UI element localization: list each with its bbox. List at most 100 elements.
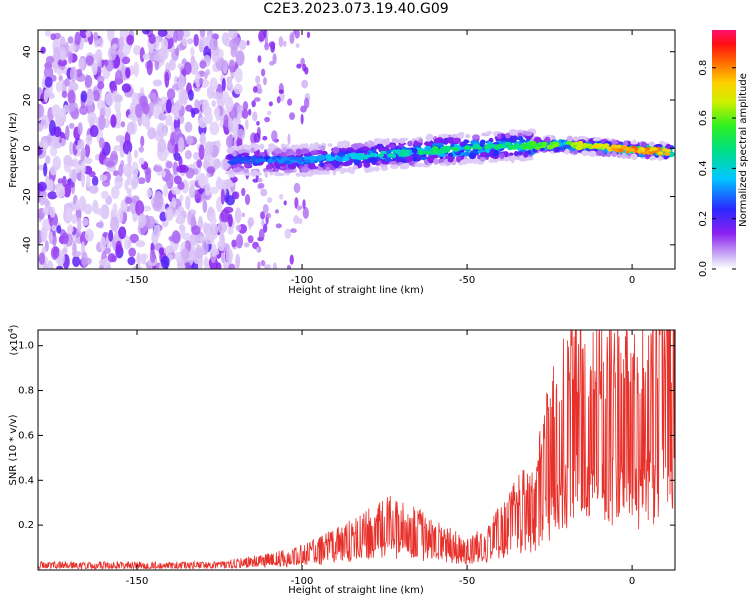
spectrogram-speckle	[264, 116, 271, 123]
spectrogram-speckle	[44, 30, 52, 37]
spectrogram-ridge-cell	[611, 151, 617, 158]
spectrogram-ridge-core	[372, 153, 378, 158]
snr-axes: -150 -100 -50 0 0.2 0.4 0.6 0.8 1.0	[18, 330, 675, 587]
spectrogram-ridge-core	[308, 155, 317, 161]
spectrogram-ridge-cell	[433, 137, 442, 144]
spectrogram-speckle	[107, 30, 115, 42]
spectrogram-ridge-cell	[288, 151, 297, 158]
spectrogram-speckle	[146, 188, 153, 198]
spectrogram-speckle	[52, 246, 60, 259]
spectrogram-ridge-cell	[513, 150, 519, 157]
spectrogram-speckle	[110, 216, 120, 232]
spectrogram-speckle	[85, 30, 92, 38]
spectrogram-speckle	[145, 215, 156, 229]
spectrogram-ridge-cell	[472, 134, 480, 140]
spectrogram-ridge-core	[387, 153, 396, 157]
spectrogram-ridge-cell	[413, 140, 420, 147]
spectrogram-speckle	[85, 55, 94, 66]
spectrogram-speckle	[47, 191, 58, 200]
spectrogram-speckle	[84, 143, 91, 158]
spectrogram-ridge-cell	[389, 161, 398, 165]
spectrogram-speckle	[43, 65, 54, 80]
spectrogram-speckle	[128, 247, 136, 258]
spectrogram-speckle	[211, 243, 217, 257]
spectrogram-speckle	[166, 88, 176, 100]
spectrogram-speckle	[140, 135, 145, 147]
spectrogram-speckle	[203, 256, 209, 269]
spectrogram-speckle	[69, 181, 75, 188]
spectrogram-ridge-core	[603, 143, 610, 148]
spectrogram-speckle	[45, 56, 55, 65]
spectrogram-speckle	[242, 101, 249, 111]
spectrogram-speckle	[65, 125, 70, 141]
spectrogram-speckle	[117, 208, 124, 224]
spectrogram-speckle	[204, 182, 211, 196]
spectrogram-speckle	[113, 145, 122, 152]
spectrogram-speckle	[51, 104, 61, 118]
spectrogram-speckle	[195, 72, 201, 89]
spectrogram-speckle	[177, 74, 185, 90]
spectrogram-ridge-core	[664, 148, 671, 153]
spectrogram-speckle	[131, 161, 139, 178]
spectrogram-ridge-core	[484, 144, 489, 150]
spectrogram-ridge-core	[519, 144, 526, 149]
spectrogram-speckle	[50, 165, 57, 176]
spectrogram-speckle	[84, 228, 95, 242]
spectrogram-speckle	[137, 177, 146, 185]
spectrogram-speckle	[50, 74, 57, 82]
spectrogram-speckle	[289, 112, 296, 120]
spectrogram-ridge-core	[405, 152, 411, 157]
spectrogram-ridge-cell	[459, 159, 469, 165]
colorbar-ticks: 0.0 0.2 0.4 0.6 0.8	[698, 60, 736, 277]
spectrogram-speckle	[118, 163, 124, 177]
spectrogram-ridge-cell	[399, 163, 406, 170]
spectrogram-ridge-cell	[250, 147, 255, 154]
spectrogram-speckle	[68, 141, 74, 155]
spectrogram-speckle	[260, 260, 266, 267]
spectrogram-ridge-cell	[359, 143, 366, 148]
spectrogram-speckle	[61, 247, 68, 255]
spectrogram-speckle	[133, 44, 142, 56]
spectrogram-ridge-core	[645, 147, 650, 151]
spectrogram-speckle	[44, 240, 49, 252]
spectrogram-speckle	[247, 235, 254, 244]
spectrogram-speckle	[158, 247, 165, 255]
spectrogram-speckle	[234, 67, 243, 83]
spectrogram-speckle	[206, 166, 216, 174]
spectrogram-speckle	[97, 81, 105, 90]
spectrogram-speckle	[272, 53, 277, 65]
spectrogram-speckle	[238, 39, 247, 51]
spectrogram-speckle	[71, 214, 78, 225]
spectrogram-ridge-cell	[523, 152, 529, 158]
spectrogram-speckle	[123, 41, 131, 56]
spectrogram-ridge-cell	[346, 166, 354, 174]
spectrogram-speckle	[89, 125, 99, 138]
spectrogram-ridge-cell	[517, 151, 524, 156]
spectrogram-speckle	[52, 140, 61, 148]
snr-scale-label: (x104)	[7, 324, 20, 355]
spectrogram-ridge-core	[505, 142, 511, 147]
spectrogram-speckle	[217, 239, 225, 252]
spectrogram-speckle	[67, 36, 74, 44]
spectrogram-speckle	[72, 240, 77, 256]
spectrogram-speckle	[168, 58, 176, 71]
spectrogram-ridge-cell	[312, 166, 318, 170]
spectrogram-speckle	[189, 232, 200, 246]
spectrogram-speckle	[138, 146, 144, 153]
spectrogram-speckle	[57, 58, 68, 67]
spectrogram-speckle	[48, 231, 54, 245]
spectrogram-speckle	[180, 248, 190, 260]
spectrogram-speckle	[98, 259, 106, 266]
spectrogram-speckle	[134, 149, 139, 159]
spectrogram-speckle	[262, 223, 268, 233]
spectrogram-ridge-cell	[611, 140, 619, 145]
spectrogram-speckle	[275, 223, 282, 229]
spectrogram-speckle	[203, 71, 208, 80]
spectrogram-speckle	[94, 50, 101, 63]
spectrogram-speckle	[227, 117, 233, 133]
spectrogram-speckle	[165, 173, 174, 190]
spectrogram-speckle	[263, 30, 267, 38]
spectrogram-speckle	[100, 236, 107, 252]
spectrogram-ridge-cell	[663, 154, 669, 160]
spectrogram-speckle	[95, 221, 104, 228]
